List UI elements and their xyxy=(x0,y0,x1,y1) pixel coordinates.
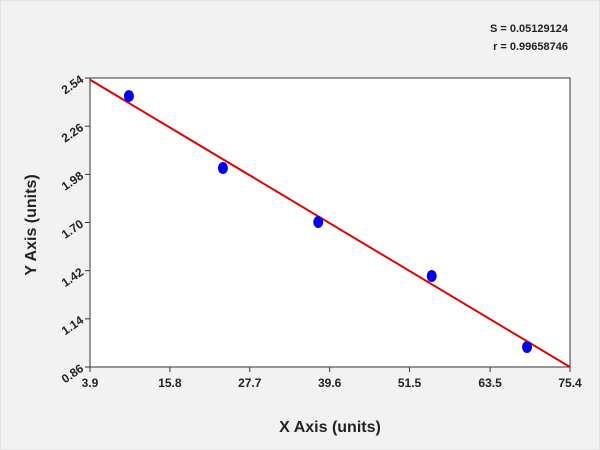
data-point xyxy=(123,90,134,103)
fit-line xyxy=(89,78,571,368)
x-tick-label: 51.5 xyxy=(398,376,422,390)
data-point xyxy=(313,215,324,228)
stat-r: r = 0.99658746 xyxy=(493,41,568,53)
y-axis-title: Y Axis (units) xyxy=(23,174,40,275)
stat-s: S = 0.05129124 xyxy=(490,23,569,35)
x-tick-label: 75.4 xyxy=(558,376,582,390)
data-point xyxy=(426,269,437,282)
data-point xyxy=(522,341,533,354)
x-tick-label: 63.5 xyxy=(478,376,502,390)
x-tick-label: 39.6 xyxy=(318,376,342,390)
x-tick-label: 27.7 xyxy=(238,376,262,390)
data-point xyxy=(217,161,228,174)
x-tick-label: 15.8 xyxy=(158,376,182,390)
x-axis-title: X Axis (units) xyxy=(279,419,381,436)
x-tick-label: 3.9 xyxy=(82,376,99,390)
